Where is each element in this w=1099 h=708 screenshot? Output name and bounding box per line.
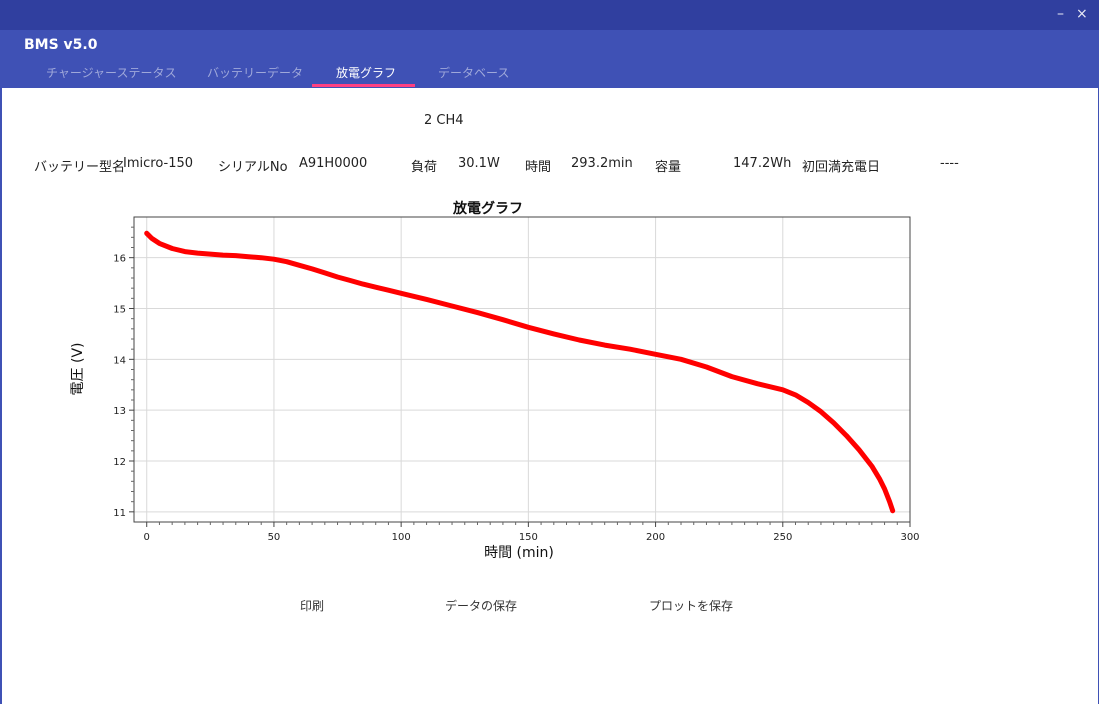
tab-discharge-graph[interactable]: 放電グラフ	[336, 66, 397, 80]
time-value: 293.2min	[571, 156, 633, 171]
chart-title: 放電グラフ	[452, 200, 523, 217]
channel-label: 2 CH4	[424, 113, 464, 128]
y-tick-label: 15	[113, 305, 126, 316]
tab-charger-status[interactable]: チャージャーステータス	[46, 66, 177, 80]
x-tick-label: 250	[773, 532, 792, 543]
capacity-label: 容量	[655, 160, 682, 175]
tab-battery-data[interactable]: バッテリーデータ	[207, 66, 304, 80]
save-plot-button[interactable]: プロットを保存	[649, 599, 734, 613]
x-tick-label: 50	[268, 532, 281, 543]
save-data-button[interactable]: データの保存	[445, 599, 518, 613]
load-value: 30.1W	[458, 156, 500, 171]
tab-database[interactable]: データベース	[438, 66, 510, 80]
serial-label: シリアルNo	[218, 160, 288, 175]
time-label: 時間	[525, 160, 552, 175]
title-bar: – ×	[0, 0, 1099, 30]
app-title: BMS v5.0	[24, 37, 98, 53]
y-axis-label: 電圧 (V)	[70, 343, 86, 396]
x-tick-label: 200	[646, 532, 665, 543]
app-bar: BMS v5.0 チャージャーステータス バッテリーデータ 放電グラフ データベ…	[0, 30, 1099, 88]
plot-frame	[133, 216, 911, 523]
y-tick-label: 14	[113, 355, 126, 366]
y-tick-label: 13	[113, 406, 126, 417]
capacity-value: 147.2Wh	[733, 156, 792, 171]
print-button[interactable]: 印刷	[300, 599, 325, 613]
x-tick-label: 150	[519, 532, 538, 543]
y-tick-label: 16	[113, 254, 126, 265]
x-tick-label: 100	[392, 532, 411, 543]
discharge-curve	[144, 230, 896, 514]
y-tick-label: 11	[113, 508, 126, 519]
serial-value: A91H0000	[299, 156, 368, 171]
battery-model-value: Imicro-150	[123, 156, 194, 171]
active-tab-indicator	[312, 84, 415, 87]
x-tick-label: 300	[900, 532, 919, 543]
x-tick-label: 0	[144, 532, 150, 543]
x-axis-label: 時間 (min)	[484, 545, 554, 561]
minimize-button[interactable]: –	[1057, 6, 1064, 22]
load-label: 負荷	[411, 160, 438, 175]
first-full-charge-value: ----	[940, 156, 959, 171]
y-tick-label: 12	[113, 457, 126, 468]
battery-model-label: バッテリー型名	[34, 160, 126, 175]
close-button[interactable]: ×	[1076, 6, 1088, 22]
axis-ticks: 0 50 100 150 200 250 300 11 12 13 14 15 16	[113, 226, 920, 543]
grid	[134, 217, 911, 522]
first-full-charge-label: 初回満充電日	[802, 160, 881, 175]
